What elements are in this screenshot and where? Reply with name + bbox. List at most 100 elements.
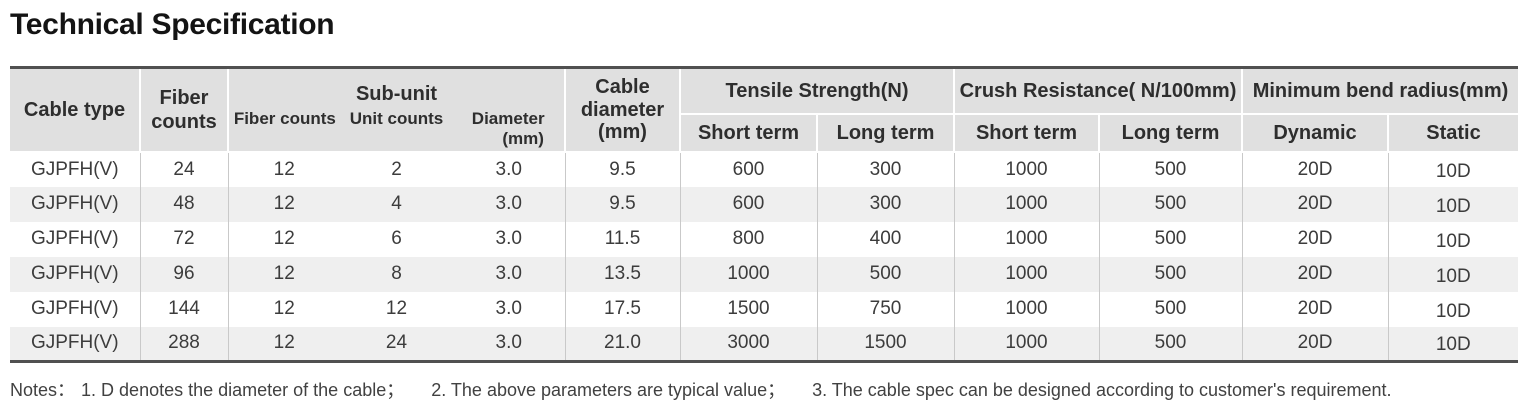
header-cable-diameter-line2: diameter	[580, 98, 665, 121]
cell-subunit-unit-counts: 2	[340, 151, 453, 187]
cell-tensile-short: 800	[679, 221, 817, 257]
cell-crush-short: 1000	[953, 256, 1099, 292]
cell-crush-long: 500	[1098, 186, 1242, 222]
header-row-subcolumns: Short term Long term Short term Long ter…	[10, 113, 1519, 153]
cell-fiber-counts: 48	[139, 186, 228, 222]
notes: Notes： 1. D denotes the diameter of the …	[10, 376, 1516, 402]
header-sub-unit: Sub-unit Fiber counts Unit counts Diamet…	[227, 67, 565, 153]
cell-subunit-unit-counts: 12	[340, 291, 453, 327]
note-item-1: 1. D denotes the diameter of the cable；	[81, 380, 405, 400]
cell-bend-static: 10D	[1387, 221, 1519, 257]
header-cable-type: Cable type	[10, 67, 140, 153]
header-row-groups: Cable type Fiber counts Sub-unit Fiber c…	[10, 67, 1519, 153]
cell-bend-static: 10D	[1387, 186, 1519, 222]
cell-tensile-long: 400	[816, 221, 954, 257]
cell-subunit-diameter: 3.0	[453, 221, 565, 257]
cell-cable-diameter: 13.5	[564, 256, 680, 292]
cell-crush-short: 1000	[953, 326, 1099, 362]
technical-specification-table: Cable type Fiber counts Sub-unit Fiber c…	[10, 66, 1519, 363]
header-crush-resistance: Crush Resistance( N/100mm)	[953, 67, 1242, 115]
cell-subunit-fiber-counts: 12	[227, 151, 340, 187]
cell-subunit-diameter: 3.0	[453, 326, 565, 362]
cell-bend-static: 10D	[1387, 151, 1519, 187]
cell-crush-long: 500	[1098, 326, 1242, 362]
cell-cable-diameter: 21.0	[564, 326, 680, 362]
header-bend-static: Static	[1386, 113, 1519, 153]
cell-crush-long: 500	[1098, 151, 1242, 187]
table-row: GJPFH(V) 96 12 8 3.0 13.5 1000 500 1000 …	[10, 256, 1519, 292]
cell-tensile-long: 500	[816, 256, 954, 292]
cell-subunit-diameter: 3.0	[453, 186, 565, 222]
header-tensile-long-term: Long term	[816, 113, 954, 153]
header-minimum-bend-radius: Minimum bend radius(mm)	[1240, 67, 1519, 115]
cell-bend-dynamic: 20D	[1241, 151, 1388, 187]
cell-bend-dynamic: 20D	[1241, 221, 1388, 257]
cell-subunit-fiber-counts: 12	[227, 221, 340, 257]
cell-cable-diameter: 17.5	[564, 291, 680, 327]
table-row: GJPFH(V) 48 12 4 3.0 9.5 600 300 1000 50…	[10, 186, 1519, 222]
cell-crush-short: 1000	[953, 291, 1099, 327]
cell-subunit-fiber-counts: 12	[227, 326, 340, 362]
header-sub-unit-columns: Fiber counts Unit counts Diameter (mm)	[229, 109, 564, 149]
cell-cable-diameter: 9.5	[564, 151, 680, 187]
cell-fiber-counts: 24	[139, 151, 228, 187]
header-sub-unit-diameter: Diameter (mm)	[452, 109, 564, 149]
cell-bend-dynamic: 20D	[1241, 256, 1388, 292]
cell-tensile-long: 1500	[816, 326, 954, 362]
header-crush-long-term: Long term	[1098, 113, 1242, 153]
cell-subunit-fiber-counts: 12	[227, 256, 340, 292]
header-sub-unit-diameter-word: Diameter	[471, 109, 545, 128]
cell-crush-long: 500	[1098, 256, 1242, 292]
cell-subunit-diameter: 3.0	[453, 256, 565, 292]
cell-tensile-short: 1500	[679, 291, 817, 327]
cell-subunit-fiber-counts: 12	[227, 186, 340, 222]
cell-crush-short: 1000	[953, 151, 1099, 187]
cell-tensile-short: 1000	[679, 256, 817, 292]
cell-subunit-fiber-counts: 12	[227, 291, 340, 327]
table-row: GJPFH(V) 288 12 24 3.0 21.0 3000 1500 10…	[10, 326, 1519, 362]
cell-tensile-long: 300	[816, 151, 954, 187]
cell-cable-type: GJPFH(V)	[10, 291, 140, 327]
header-sub-unit-label: Sub-unit	[355, 83, 438, 105]
header-cable-diameter: Cable diameter (mm)	[564, 67, 680, 153]
cell-bend-dynamic: 20D	[1241, 291, 1388, 327]
cell-cable-type: GJPFH(V)	[10, 186, 140, 222]
header-cable-diameter-line3: (mm)	[598, 120, 647, 143]
table-header: Cable type Fiber counts Sub-unit Fiber c…	[10, 67, 1519, 153]
header-sub-unit-unit-counts: Unit counts	[349, 109, 444, 128]
cell-cable-diameter: 9.5	[564, 186, 680, 222]
table-body: GJPFH(V) 24 12 2 3.0 9.5 600 300 1000 50…	[10, 151, 1519, 362]
cell-subunit-unit-counts: 4	[340, 186, 453, 222]
cell-bend-static: 10D	[1387, 256, 1519, 292]
note-item-3: 3. The cable spec can be designed accord…	[812, 380, 1392, 400]
cell-fiber-counts: 96	[139, 256, 228, 292]
cell-cable-type: GJPFH(V)	[10, 256, 140, 292]
cell-bend-dynamic: 20D	[1241, 326, 1388, 362]
cell-fiber-counts: 288	[139, 326, 228, 362]
header-sub-unit-diameter-unit: (mm)	[502, 129, 544, 149]
table-row: GJPFH(V) 72 12 6 3.0 11.5 800 400 1000 5…	[10, 221, 1519, 257]
cell-subunit-diameter: 3.0	[453, 291, 565, 327]
table-row: GJPFH(V) 144 12 12 3.0 17.5 1500 750 100…	[10, 291, 1519, 327]
header-bend-dynamic: Dynamic	[1241, 113, 1388, 153]
notes-label: Notes：	[10, 380, 76, 400]
header-cable-diameter-line1: Cable	[595, 76, 650, 99]
cell-crush-long: 500	[1098, 291, 1242, 327]
cell-tensile-short: 600	[679, 151, 817, 187]
cell-tensile-short: 600	[679, 186, 817, 222]
header-tensile-strength: Tensile Strength(N)	[679, 67, 954, 115]
cell-cable-type: GJPFH(V)	[10, 326, 140, 362]
note-item-2: 2. The above parameters are typical valu…	[431, 380, 786, 400]
cell-crush-short: 1000	[953, 186, 1099, 222]
header-fiber-counts: Fiber counts	[139, 67, 228, 153]
cell-fiber-counts: 144	[139, 291, 228, 327]
cell-cable-diameter: 11.5	[564, 221, 680, 257]
cell-subunit-diameter: 3.0	[453, 151, 565, 187]
cell-cable-type: GJPFH(V)	[10, 151, 140, 187]
page-title: Technical Specification	[10, 8, 335, 41]
header-tensile-short-term: Short term	[679, 113, 817, 153]
cell-fiber-counts: 72	[139, 221, 228, 257]
cell-subunit-unit-counts: 24	[340, 326, 453, 362]
header-sub-unit-fiber-counts: Fiber counts	[233, 109, 336, 128]
cell-tensile-long: 300	[816, 186, 954, 222]
